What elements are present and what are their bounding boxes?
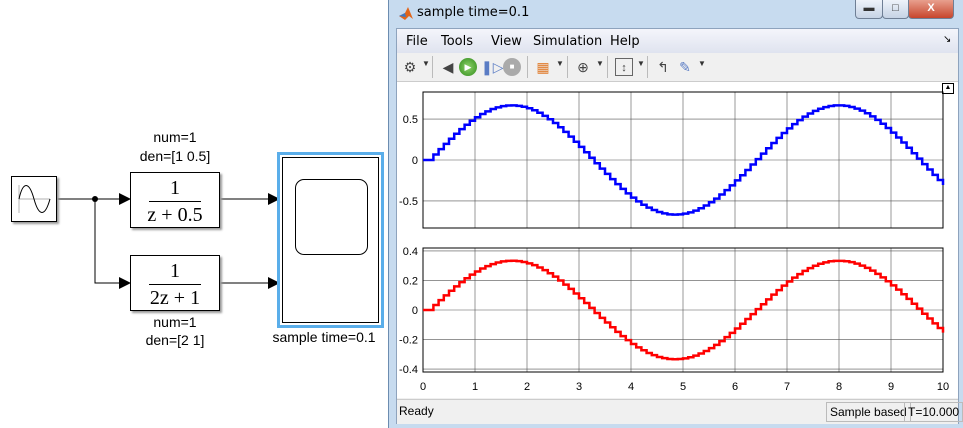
scope-label: sample time=0.1 (272, 329, 376, 345)
autoscale-icon[interactable]: ↕ (615, 58, 633, 76)
status-text: Ready (399, 404, 434, 418)
gear-icon[interactable]: ⚙ (403, 59, 417, 75)
menu-tools[interactable]: Tools (441, 34, 474, 49)
subplot-2[interactable]: 0.40.20-0.2-0.40 1 2 3 4 5 6 7 8 9 10 (399, 246, 949, 393)
branch-point (92, 196, 98, 202)
y-tick-label: 0 (412, 155, 418, 167)
x-tick-label: 1 (472, 381, 478, 393)
scope-window: sample time=0.1 ▬ □ X File Tools View Si… (388, 0, 963, 428)
menu-help[interactable]: Help (610, 34, 640, 49)
chevron-down-icon[interactable]: ▼ (556, 59, 564, 68)
tf2-denominator: 2z + 1 (149, 287, 201, 309)
y-tick-label: 0.2 (403, 275, 418, 287)
sine-wave-block[interactable] (11, 176, 57, 222)
scope-block[interactable] (277, 152, 384, 328)
series-line (423, 259, 945, 361)
matlab-icon (399, 7, 413, 20)
plot-area: ▲ 0.5 0 -0.5 0.4 0.2 0 -0.2 -0.4 0 1 2 3 4 5 6 7 8 9 10 (397, 82, 958, 398)
dock-arrow-icon[interactable]: ↘ (943, 34, 952, 45)
y-tick-label: 0.5 (403, 114, 418, 126)
arrow-block2-input (119, 277, 131, 289)
x-tick-label: 8 (836, 381, 842, 393)
simulation-time: T=10.000 (904, 402, 963, 422)
menu-simulation[interactable]: Simulation (533, 34, 603, 49)
scope-chart[interactable]: 0.50-0.50.40.20-0.2-0.40 1 2 3 4 5 6 7 8 9 10 (397, 82, 958, 398)
y-tick-label: -0.5 (399, 196, 418, 208)
y-tick-label: -0.2 (399, 335, 418, 347)
stop-icon[interactable]: ■ (503, 58, 521, 76)
x-tick-label: 9 (888, 381, 894, 393)
series-line (423, 104, 945, 216)
x-tick-label: 6 (732, 381, 738, 393)
tf2-numerator: 1 (170, 260, 180, 282)
maximize-button[interactable]: □ (882, 0, 909, 19)
run-icon[interactable]: ▶ (459, 58, 477, 76)
arrow-scope-input2 (268, 277, 280, 289)
chevron-down-icon[interactable]: ▼ (637, 59, 645, 68)
close-icon: X (927, 2, 935, 14)
discrete-transfer-fcn-block-1[interactable]: 1 z + 0.5 (130, 172, 220, 228)
x-tick-label: 0 (420, 381, 426, 393)
sine-wave-icon (18, 185, 51, 213)
x-tick-label: 3 (576, 381, 582, 393)
triggers-icon[interactable]: ↰ (657, 59, 669, 75)
step-forward-icon[interactable]: ❚▷ (481, 59, 504, 75)
zoom-in-icon[interactable]: ⊕ (577, 59, 589, 75)
window-title: sample time=0.1 (417, 5, 530, 20)
chevron-down-icon[interactable]: ▼ (422, 59, 430, 68)
highlight-block-icon[interactable]: ▦ (536, 59, 550, 75)
menu-view[interactable]: View (491, 34, 522, 49)
chevron-down-icon[interactable]: ▼ (596, 59, 604, 68)
x-tick-label: 5 (680, 381, 686, 393)
x-tick-label: 4 (628, 381, 634, 393)
menu-file[interactable]: File (406, 34, 428, 49)
sample-mode-indicator: Sample based (826, 402, 911, 422)
discrete-transfer-fcn-block-2[interactable]: 1 2z + 1 (130, 255, 220, 311)
wire-branch-to-block2[interactable] (94, 199, 122, 284)
step-back-icon[interactable]: ◀ (442, 59, 454, 75)
x-tick-label: 7 (784, 381, 790, 393)
toolbar: ⚙ ▼ ◀ ▶ ❚▷ ■ ▦ ▼ ⊕ ▼ ↕ ▼ ↰ ✎ ▼ (397, 53, 958, 82)
title-bar[interactable]: sample time=0.1 ▬ □ X (389, 0, 963, 26)
block2-den-label: den=[2 1] (145, 332, 205, 348)
menu-bar: File Tools View Simulation Help ↘ (397, 29, 958, 53)
undock-icon[interactable]: ▲ (942, 83, 954, 94)
y-tick-label: 0.4 (403, 246, 418, 258)
block1-den-label: den=[1 0.5] (139, 148, 211, 164)
x-tick-label: 10 (937, 381, 949, 393)
cursor-measurements-icon[interactable]: ✎ (679, 59, 691, 75)
status-bar: Ready Sample based T=10.000 (397, 399, 963, 424)
x-tick-label: 2 (524, 381, 530, 393)
arrow-scope-input1 (268, 193, 280, 205)
close-button[interactable]: X (908, 0, 954, 19)
minimize-button[interactable]: ▬ (855, 0, 883, 19)
chevron-down-icon[interactable]: ▼ (698, 59, 706, 68)
scope-screen-icon (295, 179, 368, 255)
y-tick-label: -0.4 (399, 364, 418, 376)
subplot-1[interactable]: 0.5 0 -0.5 (399, 91, 945, 229)
y-tick-label: 0 (412, 305, 418, 317)
diagram-wires (56, 193, 280, 289)
minimize-icon: ▬ (863, 2, 875, 14)
tf1-denominator: z + 0.5 (147, 204, 203, 226)
maximize-icon: □ (892, 2, 899, 14)
tf1-numerator: 1 (170, 177, 180, 199)
block2-num-label: num=1 (153, 314, 197, 330)
block1-num-label: num=1 (153, 129, 197, 145)
arrow-block1-input (119, 193, 131, 205)
